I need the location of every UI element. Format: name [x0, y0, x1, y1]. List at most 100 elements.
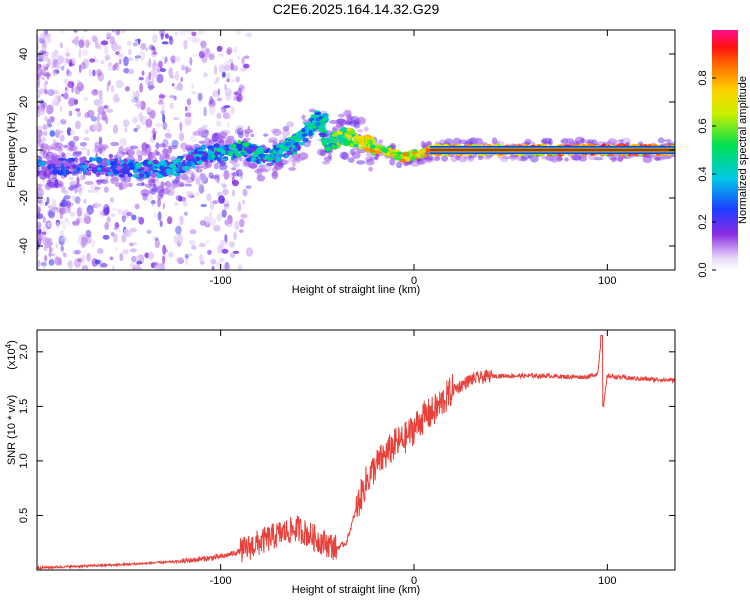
ridge-halo: [357, 129, 364, 133]
ridge-point: [245, 157, 253, 162]
noise-speckle: [88, 69, 92, 78]
noise-speckle: [150, 68, 157, 79]
ridge-point: [393, 149, 400, 153]
ridge-point: [425, 147, 430, 154]
noise-speckle: [187, 30, 193, 35]
ridge-point: [111, 167, 117, 173]
ridge-halo: [250, 133, 255, 138]
noise-speckle: [228, 241, 236, 248]
noise-speckle: [146, 61, 149, 68]
noise-speckle: [82, 58, 89, 69]
noise-speckle: [157, 197, 162, 208]
noise-speckle: [236, 96, 241, 101]
ridge-halo: [68, 145, 78, 152]
noise-speckle: [54, 256, 61, 266]
ridge-halo: [657, 137, 665, 144]
ridge-point: [116, 165, 122, 171]
noise-speckle: [70, 211, 76, 218]
ridge-halo: [458, 156, 468, 163]
noise-speckle: [37, 70, 41, 75]
noise-speckle: [117, 81, 125, 88]
ridge-halo: [441, 155, 449, 162]
noise-speckle: [37, 73, 40, 81]
ridge-point: [381, 148, 389, 153]
noise-speckle: [60, 199, 68, 208]
noise-speckle: [195, 192, 200, 196]
noise-speckle: [44, 30, 48, 35]
noise-speckle: [37, 221, 42, 228]
ridge-point: [369, 144, 376, 149]
noise-speckle: [110, 213, 116, 217]
noise-speckle: [41, 41, 47, 52]
noise-speckle: [148, 71, 152, 81]
ridge-point: [419, 154, 424, 158]
ridge-point: [51, 157, 59, 163]
ridge-halo: [167, 145, 178, 150]
noise-speckle: [74, 120, 81, 130]
noise-speckle: [190, 91, 197, 95]
ridge-halo: [529, 154, 539, 163]
noise-speckle: [155, 265, 161, 270]
noise-speckle: [76, 207, 83, 217]
noise-speckle: [235, 30, 242, 36]
noise-speckle: [128, 68, 135, 75]
noise-speckle: [95, 59, 99, 63]
ridge-halo: [420, 140, 426, 148]
noise-speckle: [172, 117, 180, 121]
ridge-point: [136, 175, 140, 178]
noise-speckle: [147, 251, 154, 261]
ridge-halo: [69, 180, 77, 187]
noise-speckle: [96, 248, 104, 255]
noise-speckle: [221, 264, 227, 270]
noise-speckle: [47, 118, 52, 127]
noise-speckle: [94, 203, 102, 208]
noise-speckle: [237, 87, 242, 97]
noise-speckle: [55, 221, 60, 229]
noise-speckle: [49, 130, 56, 137]
ridge-point: [331, 134, 338, 137]
noise-speckle: [167, 129, 171, 133]
noise-speckle: [60, 119, 67, 125]
ridge-halo: [243, 128, 254, 134]
noise-speckle: [71, 58, 76, 65]
noise-speckle: [223, 169, 230, 180]
ridge-point: [101, 161, 106, 167]
noise-speckle: [177, 233, 184, 244]
ridge-point: [331, 144, 336, 149]
bottom-y-axis: 0.5 1.0 1.5 2.0: [18, 344, 675, 523]
ridge-point: [177, 158, 181, 162]
ridge-halo: [664, 139, 672, 143]
noise-speckle: [179, 215, 184, 226]
ridge-point: [182, 160, 186, 163]
ridge-halo: [586, 139, 594, 144]
noise-speckle: [72, 194, 76, 202]
noise-speckle: [41, 199, 45, 206]
noise-speckle: [52, 70, 57, 77]
ridge-point: [361, 140, 365, 146]
ridge-halo: [368, 166, 373, 172]
noise-speckle: [131, 241, 138, 246]
noise-speckle: [150, 50, 158, 58]
noise-speckle: [243, 63, 250, 69]
ridge-point: [204, 152, 209, 157]
ridge-halo: [572, 140, 578, 146]
noise-speckle: [64, 217, 70, 223]
ridge-halo: [118, 181, 129, 190]
ridge-halo: [323, 156, 332, 162]
noise-speckle: [198, 30, 205, 35]
ridge-halo: [147, 176, 153, 185]
ridge-point: [156, 174, 164, 179]
noise-speckle: [37, 204, 40, 213]
ridge-halo: [72, 151, 82, 157]
ridge-point: [242, 142, 250, 147]
noise-speckle: [208, 53, 215, 61]
noise-speckle: [88, 189, 93, 193]
ridge-halo: [104, 186, 109, 193]
ridge-point: [417, 150, 425, 153]
ridge-halo: [163, 154, 171, 161]
ridge-halo: [121, 151, 129, 155]
noise-speckle: [61, 223, 67, 229]
noise-speckle: [110, 231, 115, 237]
noise-speckle: [43, 30, 47, 38]
noise-speckle: [66, 68, 70, 75]
